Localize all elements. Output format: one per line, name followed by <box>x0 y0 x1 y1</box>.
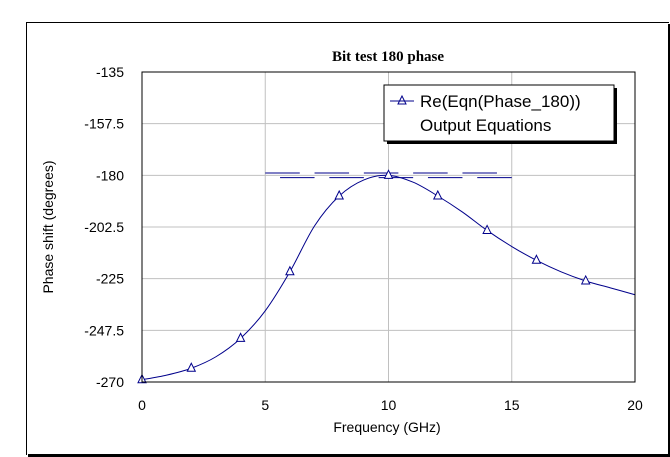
data-point-marker <box>186 362 197 372</box>
data-point-marker <box>432 189 443 200</box>
tolerance-lines <box>265 172 512 179</box>
y-tick-label: -180 <box>96 167 124 183</box>
legend-shadow <box>387 141 617 144</box>
data-point-marker <box>531 254 542 264</box>
axes <box>141 71 636 383</box>
y-tick-label: -270 <box>96 374 124 390</box>
y-tick-label: -135 <box>96 64 124 80</box>
x-axis-label: Frequency (GHz) <box>333 419 440 435</box>
x-tick-label: 0 <box>138 397 146 413</box>
x-tick-label: 10 <box>381 397 397 413</box>
data-point-marker <box>482 224 492 234</box>
x-tick-label: 20 <box>627 397 643 413</box>
legend-entry-series: Re(Eqn(Phase_180)) <box>420 92 581 111</box>
x-tick-label: 5 <box>261 397 269 413</box>
y-tick-label: -157.5 <box>84 116 124 132</box>
plot-area-border <box>141 71 636 383</box>
y-tick-label: -202.5 <box>84 219 124 235</box>
x-tick-label: 15 <box>504 397 520 413</box>
y-tick-label: -247.5 <box>84 322 124 338</box>
data-point-marker <box>334 189 345 200</box>
data-point-marker <box>235 332 246 342</box>
legend-triangle-marker <box>397 94 407 105</box>
series-group <box>137 169 636 384</box>
legend: Re(Eqn(Phase_180)) Output Equations <box>383 84 617 144</box>
frame-shadow <box>668 24 670 455</box>
frame-shadow <box>28 454 670 457</box>
legend-shadow <box>614 88 617 144</box>
data-point-marker <box>383 169 394 179</box>
chart-title: Bit test 180 phase <box>332 49 444 65</box>
y-tick-label: -225 <box>96 271 124 287</box>
data-point-marker <box>285 265 295 276</box>
legend-entry-group: Output Equations <box>420 116 551 135</box>
tick-labels: 0 5 10 15 20 -135 -157.5 -180 -202.5 -225 -247.5 -2… <box>84 64 643 413</box>
data-point-marker <box>580 274 591 285</box>
y-axis-label: Phase shift (degrees) <box>40 160 56 293</box>
